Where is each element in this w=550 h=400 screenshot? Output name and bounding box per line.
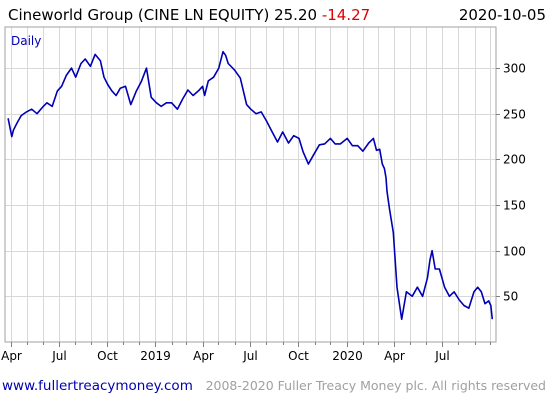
security-name: Cineworld Group (CINE LN EQUITY): [8, 6, 269, 24]
last-price: 25.20: [274, 6, 317, 24]
gridlines: [5, 27, 496, 342]
period-label: Daily: [11, 34, 41, 48]
x-tick-label: 2020: [332, 349, 363, 363]
x-tick-label: Jul: [51, 349, 66, 363]
x-tick-label: Apr: [1, 349, 22, 363]
y-tick-label: 100: [503, 245, 526, 259]
y-tick-label: 200: [503, 153, 526, 167]
x-tick-label: Oct: [97, 349, 118, 363]
footer-website-link[interactable]: www.fullertreacymoney.com: [2, 378, 193, 394]
chart-title: Cineworld Group (CINE LN EQUITY) 25.20 -…: [8, 6, 370, 24]
x-tick-label: Apr: [193, 349, 214, 363]
footer-copyright: 2008-2020 Fuller Treacy Money plc. All r…: [206, 378, 546, 393]
y-tick-label: 50: [503, 290, 518, 304]
x-tick-label: Oct: [288, 349, 309, 363]
series-layer: [7, 50, 494, 321]
x-tick-label: Apr: [384, 349, 405, 363]
y-tick-label: 300: [503, 62, 526, 76]
x-tick-label: Jul: [242, 349, 257, 363]
chart-date: 2020-10-05: [459, 6, 546, 24]
price-line: [7, 50, 494, 321]
price-change: -14.27: [322, 6, 370, 24]
y-axis: 50 100 150 200 250 300: [496, 62, 526, 304]
y-tick-label: 250: [503, 108, 526, 122]
x-tick-label: 2019: [140, 349, 171, 363]
y-tick-label: 150: [503, 199, 526, 213]
x-tick-label: Jul: [434, 349, 449, 363]
x-axis: Apr Jul Oct 2019 Apr Jul Oct 2020 Apr Jul: [1, 342, 491, 363]
